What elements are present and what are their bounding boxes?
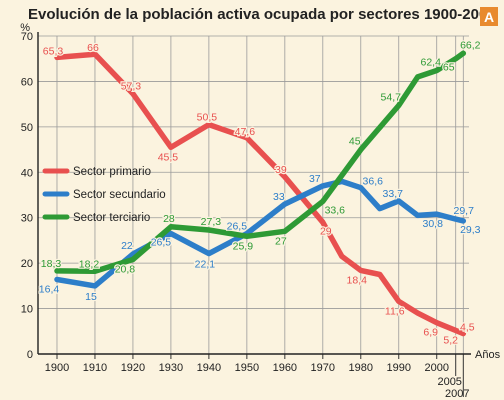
data-label: 66,2 — [460, 39, 481, 51]
data-label: 29,3 — [460, 224, 481, 236]
data-labels: 65,3 66 57,3 45,5 50,5 47,6 39 29 18,4 11,6 6,9 5,2… — [38, 38, 482, 348]
badge-letter: A — [484, 9, 494, 25]
y-tick-label: 50 — [21, 122, 33, 134]
data-label: 65 — [443, 62, 455, 74]
data-label: 36,6 — [363, 176, 384, 188]
data-label: 62,4 — [421, 57, 442, 69]
chart-title: Evolución de la población activa ocupada… — [28, 6, 496, 23]
series-line-3 — [54, 50, 467, 275]
data-label: 28 — [163, 213, 175, 225]
data-label: 5,2 — [443, 334, 458, 346]
x-axis-label: Años — [475, 349, 501, 361]
x-tick-label: 1910 — [83, 362, 107, 374]
series-lines — [54, 50, 467, 337]
y-tick-label: 60 — [21, 76, 33, 88]
x-tick-label: 1900 — [45, 362, 69, 374]
data-label: 30,8 — [423, 218, 444, 230]
grid — [38, 35, 469, 354]
data-label: 26,5 — [227, 221, 248, 233]
x-tick-label: 2007 — [445, 388, 469, 400]
legend-label: Sector primario — [73, 166, 151, 178]
x-tick-label: 2005 — [437, 376, 461, 388]
data-label: 6,9 — [423, 327, 438, 339]
y-tick-label: 40 — [21, 167, 33, 179]
y-axis-label: % — [20, 22, 30, 34]
x-tick-label: 1950 — [235, 362, 259, 374]
legend: Sector primario Sector secundario Sector t… — [42, 166, 166, 224]
data-label: 29 — [320, 225, 332, 237]
data-label: 45,5 — [158, 151, 179, 163]
data-label: 39 — [275, 164, 287, 176]
legend-label: Sector terciario — [73, 212, 150, 224]
series-line-1 — [54, 51, 467, 337]
data-label: 37 — [309, 173, 321, 185]
legend-label: Sector secundario — [73, 189, 166, 201]
data-label: 33,6 — [325, 204, 346, 216]
x-tick-label: 1940 — [197, 362, 221, 374]
y-tick-label: 10 — [21, 304, 33, 316]
badge-box — [480, 7, 498, 26]
data-label: 27 — [275, 235, 287, 247]
data-label: 33 — [273, 191, 285, 203]
data-label: 22,1 — [195, 259, 216, 271]
data-label: 27,3 — [201, 216, 222, 228]
y-tick-label: 30 — [21, 213, 33, 225]
data-label: 25,9 — [233, 240, 254, 252]
x-tick-label: 1920 — [121, 362, 145, 374]
x-tick-label: 1990 — [387, 362, 411, 374]
data-label: 50,5 — [197, 112, 218, 124]
data-label: 20,8 — [115, 264, 136, 276]
data-label: 15 — [85, 291, 97, 303]
axes: 0 10 20 30 40 50 60 70 1900 1910 1920 1930 1940 1950 1… — [20, 22, 500, 400]
badge: A — [480, 7, 498, 26]
data-label: 65,3 — [43, 45, 64, 57]
data-label: 26,5 — [151, 237, 172, 249]
data-label: 11,6 — [385, 305, 405, 317]
data-label: 54,7 — [381, 92, 402, 104]
y-tick-label: 20 — [21, 258, 33, 270]
data-label: 18,2 — [79, 258, 100, 270]
data-label: 16,4 — [39, 283, 60, 295]
data-label: 45 — [349, 136, 361, 148]
y-tick-label: 0 — [27, 349, 33, 361]
x-tick-label: 1930 — [159, 362, 183, 374]
data-label: 47,6 — [235, 126, 256, 138]
data-label: 4,5 — [460, 322, 475, 334]
data-label: 18,4 — [347, 274, 368, 286]
data-label: 22 — [121, 240, 133, 252]
data-label: 18,3 — [41, 258, 62, 270]
x-tick-label: 1970 — [311, 362, 335, 374]
data-label: 29,7 — [453, 205, 474, 217]
data-label: 57,3 — [121, 81, 142, 93]
y-tick-label: 70 — [21, 31, 33, 43]
data-label: 33,7 — [383, 188, 404, 200]
x-tick-label: 2000 — [424, 362, 448, 374]
data-label: 66 — [87, 42, 99, 54]
x-tick-label: 1960 — [273, 362, 297, 374]
x-tick-label: 1980 — [349, 362, 373, 374]
